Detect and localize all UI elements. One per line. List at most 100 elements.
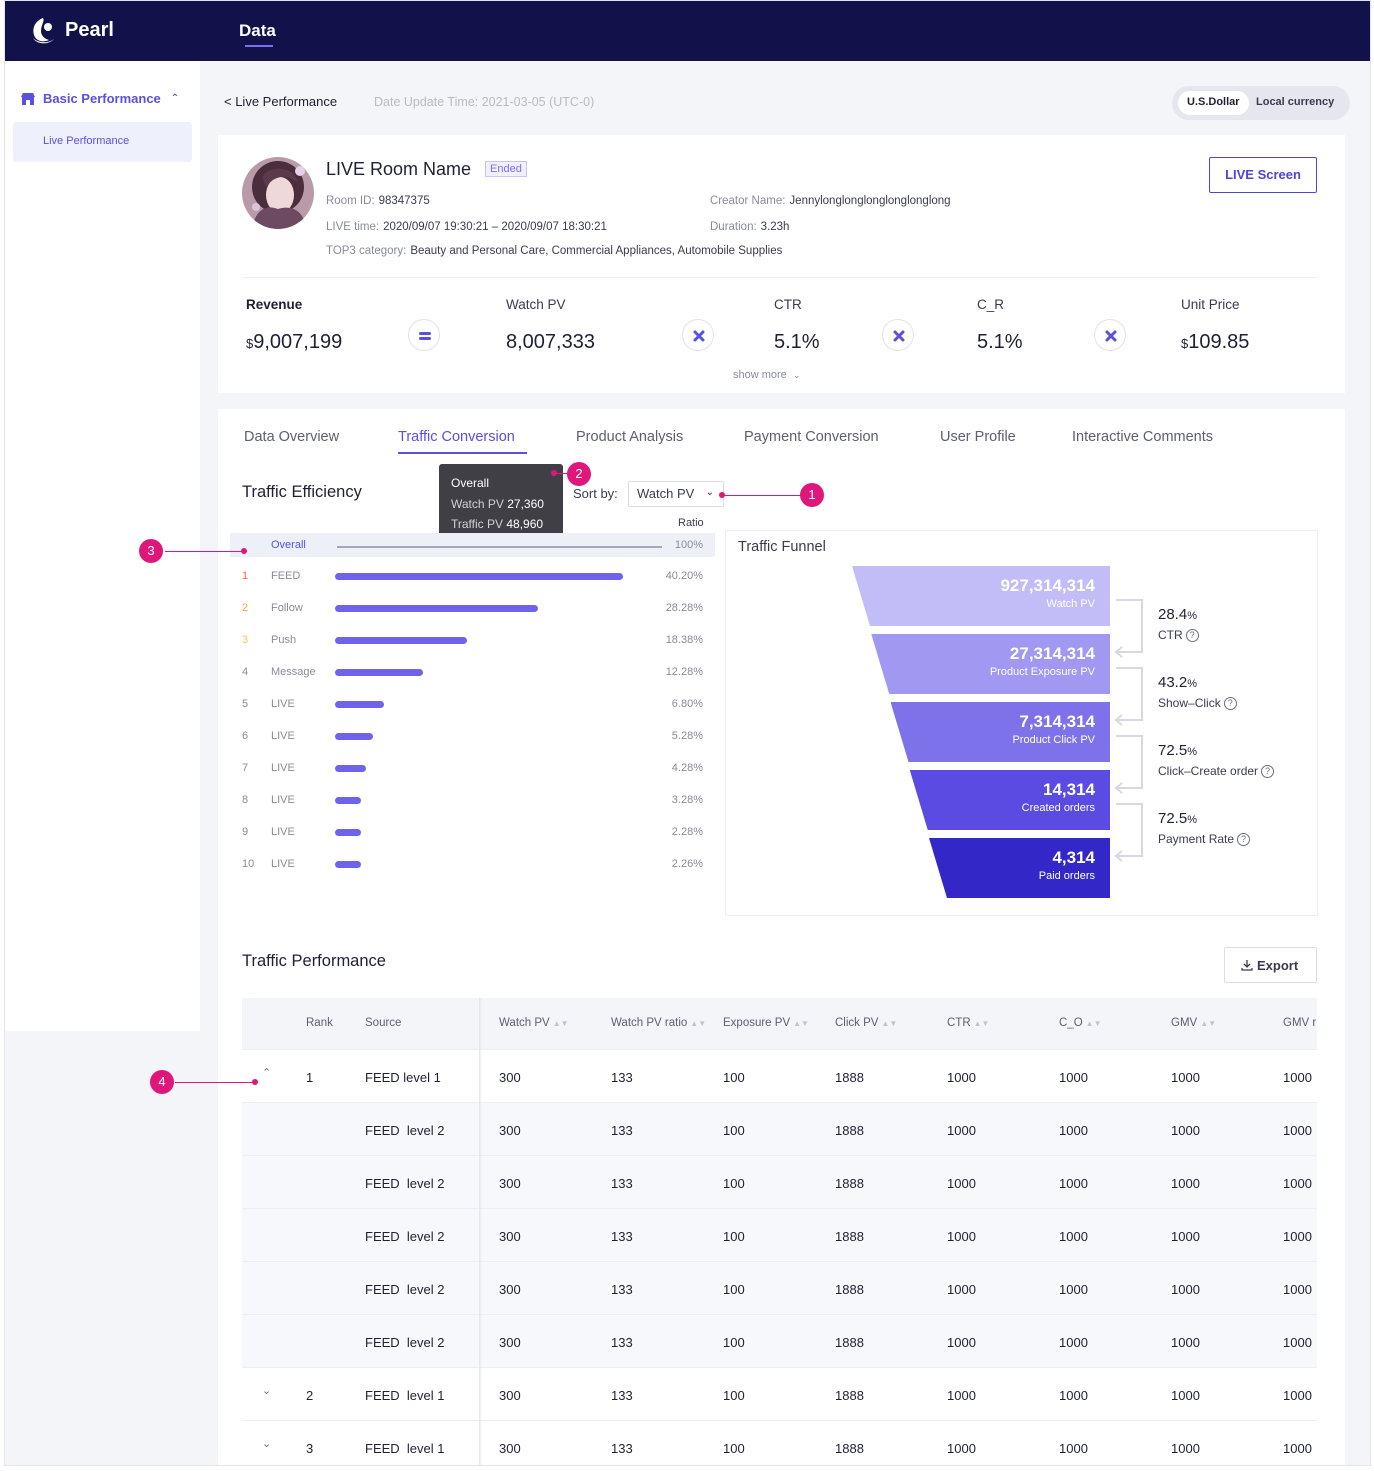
efficiency-rank: 1: [242, 570, 249, 582]
sidebar-group-basic-performance[interactable]: Basic Performance ⌃: [21, 91, 179, 106]
avatar: [242, 157, 314, 229]
pearl-logo-icon: [33, 18, 54, 44]
efficiency-source: Follow: [271, 602, 303, 614]
efficiency-bar: [335, 829, 361, 836]
metric-watch-pv-label: Watch PV: [506, 297, 566, 312]
table-cell: 1000: [1171, 1176, 1200, 1191]
help-icon[interactable]: ?: [1237, 833, 1251, 847]
sort-icon: ▲▼: [690, 1019, 707, 1028]
app-name: Pearl: [65, 18, 114, 41]
efficiency-row[interactable]: 4 Message 12.28%: [230, 663, 715, 683]
date-update-time: Date Update Time: 2021-03-05 (UTC-0): [374, 95, 595, 109]
table-subrow[interactable]: FEED level 2 300 133 100 1888 1000 1000 1000 100…: [242, 1315, 1317, 1368]
collapse-chevron-icon[interactable]: ⌃: [262, 1067, 272, 1079]
tab-data-overview[interactable]: Data Overview: [244, 429, 340, 445]
app-logo[interactable]: Pearl: [29, 15, 114, 45]
expand-chevron-icon[interactable]: ⌄: [262, 1385, 272, 1397]
duration-value: 3.23h: [760, 221, 790, 233]
tab-product-analysis[interactable]: Product Analysis: [576, 429, 684, 445]
efficiency-row[interactable]: 10 LIVE 2.26%: [230, 855, 715, 875]
efficiency-ratio: 2.28%: [671, 826, 703, 838]
table-cell: 100: [723, 1229, 745, 1244]
table-row[interactable]: ⌄ 3 FEED level 1 300 133 100 1888 1000 1000 1000 1…: [242, 1421, 1317, 1465]
column-header-exposure-pv[interactable]: Exposure PV ▲▼: [723, 1017, 809, 1029]
efficiency-row[interactable]: 1 FEED 40.20%: [230, 567, 715, 587]
funnel-stage-label: Product Click PV: [1012, 734, 1095, 746]
breadcrumb-back-link[interactable]: < Live Performance: [224, 94, 338, 109]
chevron-down-icon: ⌄: [705, 487, 714, 498]
table-cell: 1888: [835, 1229, 864, 1244]
nav-data[interactable]: Data: [239, 21, 276, 40]
show-more-toggle[interactable]: show more ⌄: [733, 369, 801, 381]
table-cell: 1000: [947, 1123, 976, 1138]
help-icon[interactable]: ?: [1223, 697, 1237, 711]
table-cell: 100: [723, 1441, 745, 1456]
expand-chevron-icon[interactable]: ⌄: [262, 1438, 272, 1450]
metric-ctr-value: 5.1%: [774, 331, 820, 353]
efficiency-bar: [335, 701, 384, 708]
efficiency-overall-row[interactable]: Overall 100%: [230, 533, 715, 557]
sort-icon: ▲▼: [881, 1019, 898, 1028]
efficiency-rank: 9: [242, 826, 249, 838]
annotation-dot-2: [551, 470, 557, 476]
table-cell: 1000: [1059, 1229, 1088, 1244]
table-cell: 1000: [1171, 1282, 1200, 1297]
efficiency-row[interactable]: 2 Follow 28.28%: [230, 599, 715, 619]
annotation-badge-3: 3: [139, 539, 163, 563]
table-row[interactable]: ⌄ 2 FEED level 1 300 133 100 1888 1000 1000 1000 1…: [242, 1368, 1317, 1421]
live-screen-button[interactable]: LIVE Screen: [1209, 157, 1317, 193]
table-cell: 1000: [1059, 1388, 1088, 1403]
efficiency-row[interactable]: 3 Push 18.38%: [230, 631, 715, 651]
annotation-line-1: [723, 495, 813, 496]
metric-revenue-value: $9,007,199: [246, 331, 343, 353]
help-icon[interactable]: ?: [1261, 765, 1275, 779]
funnel-connectors: [1114, 599, 1143, 862]
table-cell: 1888: [835, 1282, 864, 1297]
analysis-card: Data Overview Traffic Conversion Product…: [218, 409, 1345, 1465]
efficiency-row[interactable]: 9 LIVE 2.28%: [230, 823, 715, 843]
efficiency-bar: [335, 573, 623, 580]
column-header-watch-pv-ratio[interactable]: Watch PV ratio ▲▼: [611, 1017, 707, 1029]
funnel-stage: 27,314,314 Product Exposure PV: [871, 634, 1110, 694]
funnel-connector-arrow: [1114, 646, 1123, 658]
tab-user-profile[interactable]: User Profile: [940, 429, 1016, 445]
table-cell: 1000: [1283, 1176, 1312, 1191]
column-header-watch-pv[interactable]: Watch PV ▲▼: [499, 1017, 569, 1029]
chevron-up-icon: ⌃: [170, 93, 180, 104]
sidebar-item-live-performance[interactable]: Live Performance: [13, 122, 192, 162]
column-header-ctr[interactable]: CTR ▲▼: [947, 1017, 990, 1029]
table-cell: 300: [499, 1070, 521, 1085]
sort-icon: ▲▼: [973, 1019, 990, 1028]
tab-payment-conversion[interactable]: Payment Conversion: [744, 429, 879, 445]
table-cell: 100: [723, 1176, 745, 1191]
table-cell: 1000: [947, 1282, 976, 1297]
annotation-badge-1: 1: [800, 483, 824, 507]
efficiency-ratio: 6.80%: [671, 698, 703, 710]
efficiency-rank: 3: [242, 634, 249, 646]
efficiency-row[interactable]: 5 LIVE 6.80%: [230, 695, 715, 715]
efficiency-source: LIVE: [271, 762, 295, 774]
help-icon[interactable]: ?: [1185, 629, 1199, 643]
tab-interactive-comments[interactable]: Interactive Comments: [1072, 429, 1214, 445]
table-subrow[interactable]: FEED level 2 300 133 100 1888 1000 1000 1000 100…: [242, 1262, 1317, 1315]
column-header-c-o[interactable]: C_O ▲▼: [1059, 1017, 1102, 1029]
table-cell-rank: 3: [306, 1441, 314, 1456]
efficiency-row[interactable]: 7 LIVE 4.28%: [230, 759, 715, 779]
column-header-click-pv[interactable]: Click PV ▲▼: [835, 1017, 898, 1029]
table-subrow[interactable]: FEED level 2 300 133 100 1888 1000 1000 1000 100…: [242, 1209, 1317, 1262]
efficiency-row[interactable]: 6 LIVE 5.28%: [230, 727, 715, 747]
export-button[interactable]: Export: [1224, 947, 1317, 983]
metric-unit-price-label: Unit Price: [1181, 297, 1240, 312]
table-row[interactable]: ⌃ 1 FEED level 1 300 133 100 1888 1000 1000 1000 1…: [242, 1050, 1317, 1103]
efficiency-row[interactable]: 8 LIVE 3.28%: [230, 791, 715, 811]
tab-traffic-conversion[interactable]: Traffic Conversion: [398, 429, 515, 445]
column-header-gmv[interactable]: GMV ▲▼: [1171, 1017, 1217, 1029]
column-header-gmv-ratio[interactable]: GMV r: [1283, 1017, 1317, 1029]
efficiency-bar: [335, 861, 361, 868]
currency-local-option[interactable]: Local currency: [1256, 96, 1335, 108]
table-subrow[interactable]: FEED level 2 300 133 100 1888 1000 1000 1000 100…: [242, 1156, 1317, 1209]
currency-usd-option[interactable]: U.S.Dollar: [1178, 91, 1249, 115]
sort-by-select[interactable]: Watch PV ⌄: [628, 481, 724, 507]
table-subrow[interactable]: FEED level 2 300 133 100 1888 1000 1000 1000 100…: [242, 1103, 1317, 1156]
funnel-stage-value: 4,314: [1052, 848, 1095, 867]
